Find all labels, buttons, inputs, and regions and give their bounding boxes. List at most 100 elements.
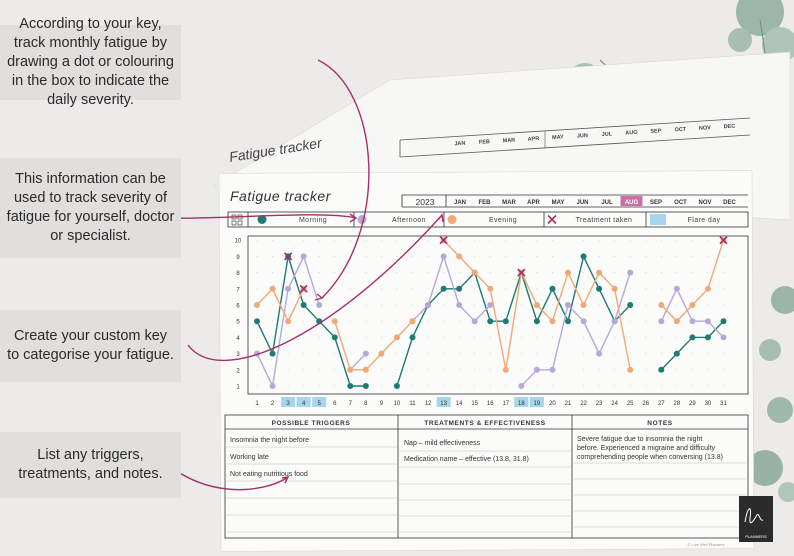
- logo-text: PLANNERS: [745, 534, 767, 539]
- note-line-1: Severe fatigue due to insomnia the night: [577, 436, 702, 443]
- treatment-2: Medication name – effective (13.8, 31.8): [404, 456, 529, 463]
- back-month-aug: AUG: [625, 130, 638, 137]
- point-evening: [456, 253, 463, 260]
- point-evening: [362, 366, 369, 373]
- key-label-3: Treatment taken: [576, 217, 633, 224]
- point-afternoon: [658, 318, 665, 325]
- point-morning: [658, 366, 665, 373]
- x-tick: 23: [596, 401, 603, 407]
- point-morning: [580, 253, 587, 260]
- month-mar: MAR: [502, 200, 516, 206]
- point-morning: [347, 383, 354, 389]
- point-evening: [347, 366, 354, 373]
- back-month-may: MAY: [552, 134, 564, 141]
- year-label: 2023: [416, 197, 435, 207]
- series-line-morning: [256, 256, 366, 387]
- point-afternoon: [440, 253, 447, 260]
- point-afternoon: [300, 253, 307, 260]
- point-afternoon: [720, 334, 727, 341]
- x-tick: 5: [318, 401, 322, 407]
- month-aug: AUG: [625, 200, 639, 206]
- back-month-mar: MAR: [503, 138, 516, 145]
- point-afternoon: [627, 269, 634, 276]
- point-evening: [596, 269, 603, 276]
- treatment-cross-icon: [283, 252, 293, 261]
- point-evening: [285, 318, 292, 325]
- key-label-2: Evening: [489, 217, 517, 224]
- point-evening: [269, 285, 276, 292]
- key-flare-box: [650, 214, 666, 225]
- point-morning: [533, 318, 540, 325]
- x-tick: 18: [518, 401, 525, 407]
- y-tick: 3: [236, 352, 240, 358]
- back-month-nov: NOV: [699, 125, 712, 132]
- back-month-jun: JUN: [577, 133, 588, 140]
- x-tick: 26: [642, 401, 649, 407]
- x-tick: 29: [689, 401, 696, 407]
- month-nov: NOV: [698, 200, 711, 206]
- point-afternoon: [549, 366, 556, 373]
- back-month-oct: OCT: [674, 127, 687, 134]
- point-afternoon: [285, 285, 292, 292]
- key-label-4: Flare day: [688, 217, 721, 224]
- key-label-1: Afternoon: [392, 217, 426, 224]
- x-tick: 9: [380, 401, 384, 407]
- point-afternoon: [704, 318, 711, 325]
- point-afternoon: [456, 302, 463, 308]
- y-tick: 10: [235, 239, 242, 245]
- y-tick: 9: [236, 255, 240, 261]
- point-morning: [409, 334, 416, 341]
- flare-day-4: [296, 397, 311, 407]
- point-afternoon: [596, 350, 603, 357]
- callout-arrows: [159, 59, 444, 491]
- x-tick: 13: [440, 401, 447, 407]
- treatment-cross-icon: [719, 236, 728, 245]
- point-evening: [502, 366, 509, 373]
- x-tick: 6: [333, 401, 337, 407]
- point-morning: [254, 318, 260, 325]
- back-month-dec: DEC: [723, 124, 735, 131]
- month-apr: APR: [527, 200, 540, 206]
- point-evening: [393, 334, 400, 341]
- point-morning: [565, 318, 571, 325]
- month-may: MAY: [552, 200, 565, 206]
- back-month-jan: JAN: [454, 141, 465, 148]
- flare-day-5: [312, 397, 327, 407]
- point-evening: [689, 302, 696, 308]
- brand-logo: [739, 496, 773, 542]
- back-month-apr: APR: [527, 136, 539, 143]
- key-label-0: Morning: [299, 217, 327, 224]
- point-evening: [254, 302, 260, 308]
- point-evening: [580, 302, 587, 308]
- point-morning: [673, 350, 680, 357]
- note-line-2: before. Experienced a migraine and diffi…: [577, 445, 716, 452]
- point-evening: [331, 318, 338, 325]
- point-afternoon: [269, 383, 276, 389]
- trigger-3: Not eating nutritious food: [230, 471, 308, 478]
- x-tick: 11: [409, 401, 416, 407]
- y-tick: 5: [236, 320, 240, 326]
- key-dot-0: [257, 215, 267, 224]
- y-tick: 4: [236, 336, 240, 342]
- point-afternoon: [611, 318, 618, 325]
- point-afternoon: [580, 318, 587, 325]
- point-morning: [502, 318, 509, 325]
- point-afternoon: [487, 302, 494, 308]
- point-evening: [533, 302, 540, 308]
- triggers-header: POSSIBLE TRIGGERS: [272, 420, 351, 427]
- point-evening: [673, 318, 680, 325]
- point-afternoon: [471, 318, 478, 325]
- key-dot-2: [447, 215, 457, 224]
- y-tick: 8: [236, 271, 240, 277]
- point-evening: [471, 269, 478, 276]
- point-afternoon: [316, 302, 323, 308]
- point-morning: [627, 302, 634, 308]
- callout-list-triggers: List any triggers, treatments, and notes…: [0, 432, 181, 498]
- x-tick: 1: [255, 401, 259, 407]
- x-tick: 14: [456, 401, 463, 407]
- x-tick: 28: [674, 401, 681, 407]
- point-morning: [269, 350, 276, 357]
- series-line-morning: [396, 254, 631, 387]
- point-afternoon: [673, 285, 680, 292]
- point-morning: [456, 285, 463, 292]
